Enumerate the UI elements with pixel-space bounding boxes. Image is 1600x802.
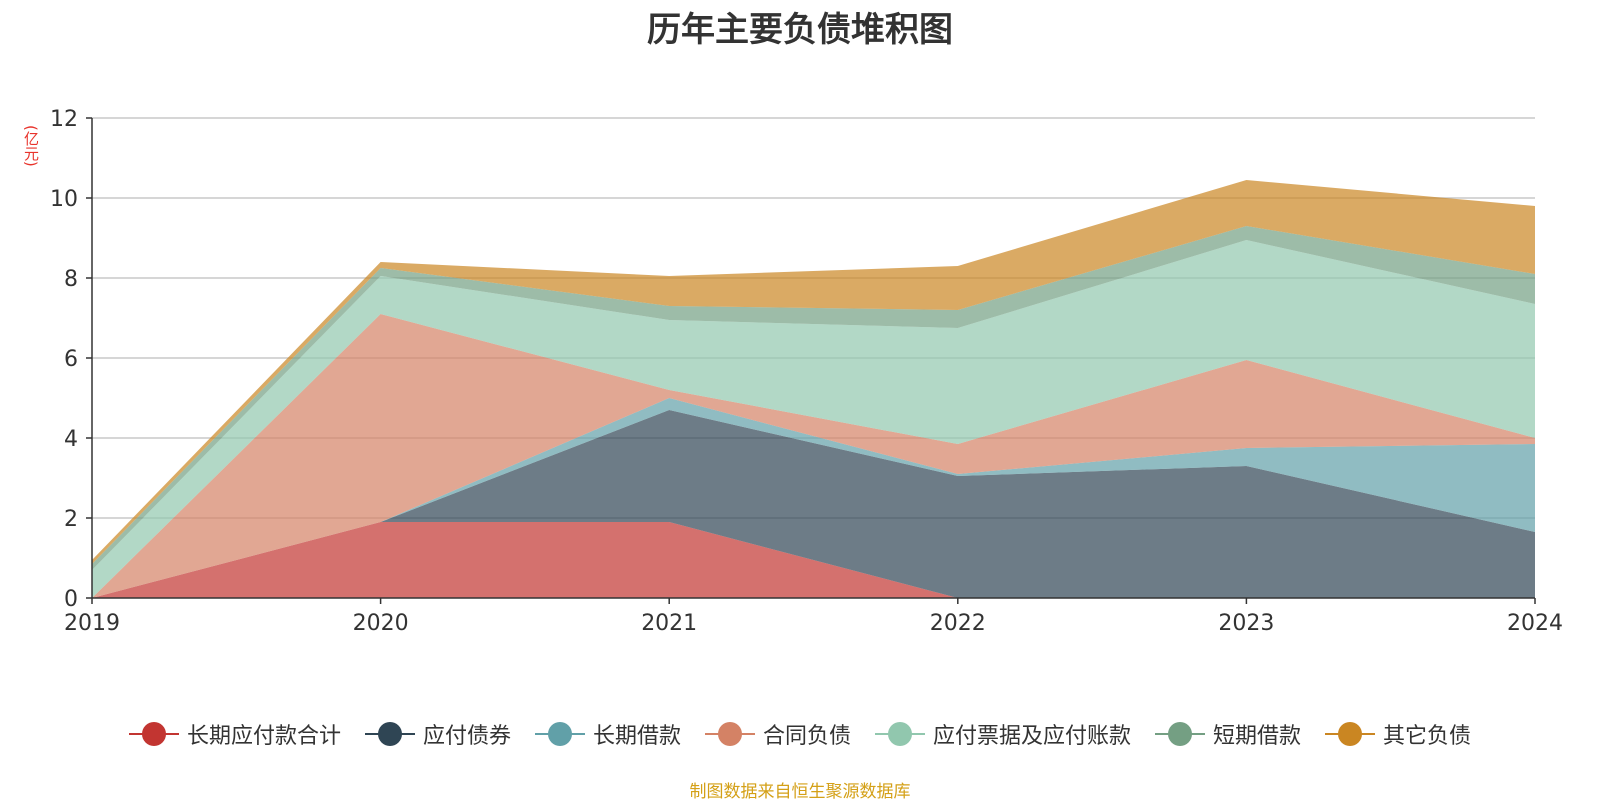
legend-marker-icon bbox=[875, 722, 925, 746]
stacked-area-chart: 0 2 4 6 8 10 12 2019 2020 2021 2022 2023 2024 bbox=[50, 107, 1563, 636]
legend-marker-icon bbox=[364, 722, 415, 746]
legend-marker-icon bbox=[128, 722, 179, 746]
x-tick-label: 2019 bbox=[64, 611, 120, 636]
legend-marker-icon bbox=[704, 722, 755, 746]
legend-label: 应付票据及应付账款 bbox=[933, 724, 1132, 749]
legend-item-1[interactable]: 长期应付款合计 bbox=[128, 718, 341, 750]
x-tick-label: 2023 bbox=[1218, 611, 1274, 636]
axes: 0 2 4 6 8 10 12 2019 2020 2021 2022 2023 2024 bbox=[50, 107, 1563, 636]
legend-item-6[interactable]: 短期借款 bbox=[1155, 718, 1301, 750]
area-series-6 bbox=[92, 226, 1535, 570]
y-tick-label: 8 bbox=[64, 267, 78, 292]
chart-title: 历年主要负债堆积图 bbox=[647, 10, 953, 50]
y-tick-label: 0 bbox=[64, 587, 78, 612]
legend-label: 合同负债 bbox=[762, 724, 851, 749]
legend-label: 其它负债 bbox=[1383, 724, 1472, 749]
x-tick-label: 2024 bbox=[1507, 611, 1563, 636]
y-tick-label: 10 bbox=[50, 187, 78, 212]
legend-item-3[interactable]: 长期借款 bbox=[534, 718, 681, 750]
legend-marker-icon bbox=[1155, 722, 1206, 746]
legend-item-5[interactable]: 应付票据及应付账款 bbox=[875, 718, 1131, 750]
y-tick-label: 4 bbox=[64, 427, 78, 452]
x-tick-label: 2021 bbox=[641, 611, 697, 636]
area-series-2 bbox=[92, 410, 1535, 598]
legend-item-4[interactable]: 合同负债 bbox=[704, 718, 851, 750]
area-series-7 bbox=[92, 180, 1535, 564]
legend-marker-icon bbox=[1325, 722, 1376, 746]
area-series-3 bbox=[92, 398, 1535, 598]
legend-item-2[interactable]: 应付债券 bbox=[364, 718, 511, 750]
area-series-5 bbox=[92, 240, 1535, 598]
y-tick-label: 12 bbox=[50, 107, 78, 132]
y-tick-label: 2 bbox=[64, 507, 78, 532]
x-tick-label: 2022 bbox=[930, 611, 986, 636]
x-tick-label: 2020 bbox=[353, 611, 409, 636]
legend-marker-icon bbox=[534, 722, 585, 746]
y-tick-label: 6 bbox=[64, 347, 78, 372]
area-series bbox=[92, 180, 1535, 598]
legend-item-7[interactable]: 其它负债 bbox=[1325, 718, 1471, 750]
y-axis-unit-label: (亿元) bbox=[22, 125, 40, 167]
legend-label: 长期应付款合计 bbox=[186, 724, 341, 749]
legend-label: 长期借款 bbox=[592, 724, 681, 749]
chart-legend: 长期应付款合计 应付债券 长期借款 合同负债 应付票据及应付账款 短期借款 其它负债 bbox=[0, 714, 1600, 754]
source-note: 制图数据来自恒生聚源数据库 bbox=[689, 782, 911, 802]
area-series-4 bbox=[92, 314, 1535, 598]
legend-label: 应付债券 bbox=[422, 724, 511, 749]
legend-label: 短期借款 bbox=[1213, 724, 1302, 749]
